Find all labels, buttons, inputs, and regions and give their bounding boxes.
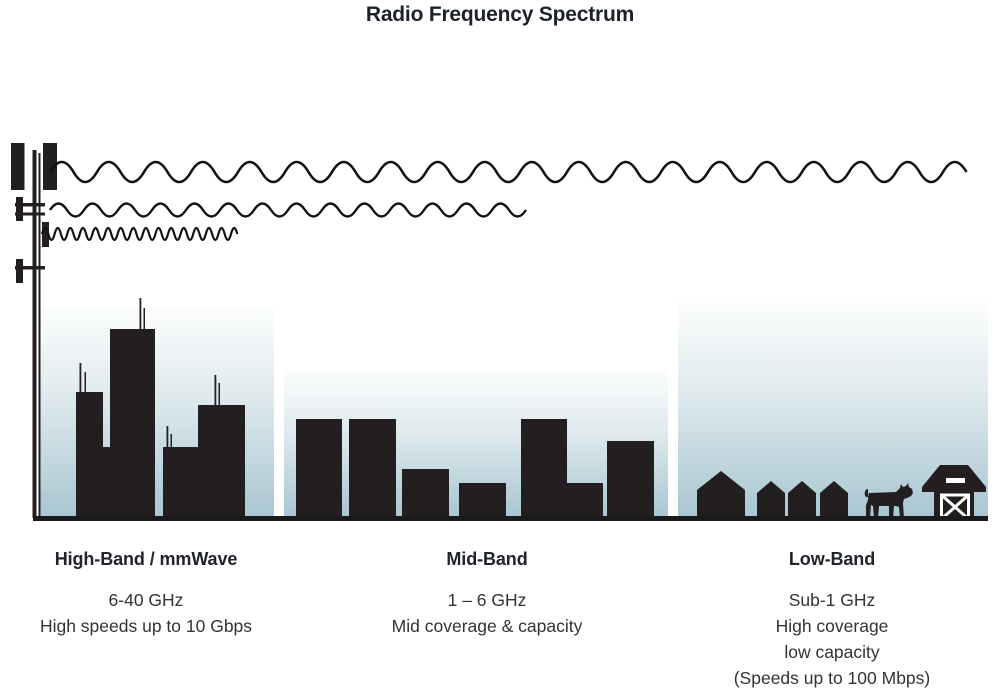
mid-frequency-wave-icon — [48, 202, 528, 218]
cell-tower-icon — [11, 143, 57, 518]
rural-scene — [697, 465, 986, 521]
high-band-label: High-Band / mmWave 6-40 GHz High speeds … — [10, 549, 282, 639]
cow-icon — [864, 483, 913, 519]
band-detail-line: High speeds up to 10 Gbps — [39, 616, 253, 636]
house-icon — [757, 481, 785, 519]
band-detail-line: (Speeds up to 100 Mbps) — [733, 668, 931, 688]
band-heading: Mid-Band — [446, 549, 528, 569]
town-skyline-icon — [296, 419, 654, 518]
barn-icon — [922, 465, 986, 521]
band-detail-line: Mid coverage & capacity — [391, 616, 583, 636]
low-band-label: Low-Band Sub-1 GHz High coverage low cap… — [697, 549, 967, 691]
house-icon — [820, 481, 848, 519]
band-detail-line: 1 – 6 GHz — [447, 590, 527, 610]
band-heading: High-Band / mmWave — [54, 549, 238, 569]
band-detail-line: Sub-1 GHz — [788, 590, 876, 610]
ground-line — [33, 516, 988, 521]
radio-waves — [40, 160, 968, 242]
page-title: Radio Frequency Spectrum — [365, 3, 635, 26]
spectrum-diagram — [11, 143, 988, 521]
high-frequency-short-wave-icon — [40, 226, 239, 242]
city-skyline-icon — [76, 298, 245, 518]
low-frequency-long-wave-icon — [48, 160, 968, 184]
house-icon — [788, 481, 816, 519]
mid-band-label: Mid-Band 1 – 6 GHz Mid coverage & capaci… — [352, 549, 622, 639]
band-detail-line: low capacity — [784, 642, 880, 662]
band-detail-line: 6-40 GHz — [108, 590, 184, 610]
house-icon — [697, 471, 745, 519]
band-detail-line: High coverage — [775, 616, 889, 636]
band-heading: Low-Band — [788, 549, 876, 569]
